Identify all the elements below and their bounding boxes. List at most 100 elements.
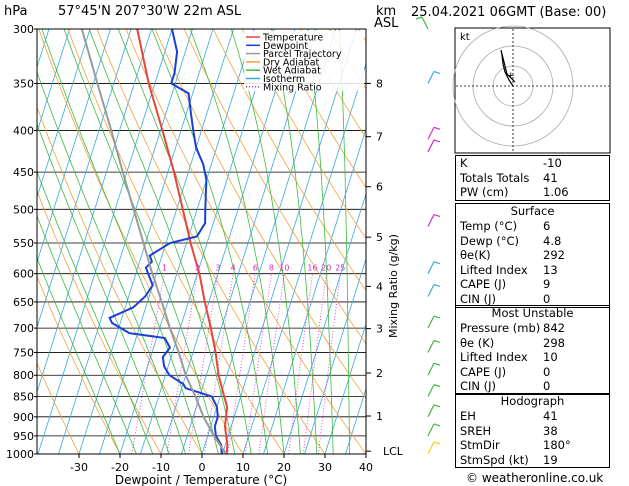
km-tick-label: 4 [376, 280, 383, 293]
isotherm-line [0, 29, 8, 454]
surface-row: Temp (°C) 6 [456, 219, 609, 234]
isotherm-line [283, 192, 366, 454]
hodograph-label: EH [460, 409, 476, 423]
mixing-ratio-line [131, 273, 165, 454]
hodograph-label: StmDir [460, 438, 500, 453]
wind-barb [427, 362, 435, 376]
mixing-ratio-value-label: 1 [162, 264, 167, 273]
index-value: 1.06 [543, 185, 569, 200]
km-tick-label: 6 [376, 181, 383, 194]
wind-barb [427, 126, 435, 140]
isotherm-line [99, 29, 234, 454]
surface-label: CIN (J) [460, 291, 497, 306]
wind-barb-flag [433, 126, 441, 130]
isotherm-line [37, 29, 132, 329]
isotherm-line [222, 29, 357, 454]
wind-barb [427, 284, 435, 297]
surface-label: Temp (°C) [460, 219, 518, 233]
index-label: K [460, 156, 468, 170]
surface-value: 4.8 [543, 233, 562, 248]
most-unstable-title: Most Unstable [491, 306, 574, 320]
legend-label: Dewpoint [263, 41, 308, 52]
surface-value: 9 [543, 277, 551, 292]
dry-adiabat-line [37, 362, 80, 454]
most-unstable-label: Pressure (mb) [460, 321, 541, 335]
wet-adiabat-line [271, 29, 318, 454]
mixing-ratio-line [166, 273, 198, 454]
wind-barb-flag [433, 441, 441, 445]
index-label: Totals Totals [460, 170, 530, 185]
index-row: K -10 [456, 156, 609, 171]
most-unstable-row: Lifted Index 10 [456, 350, 609, 365]
surface-label: Dewp (°C) [460, 233, 520, 248]
wind-barb-flag [433, 283, 441, 288]
wet-adiabat-line [63, 29, 219, 454]
surface-label: CAPE (J) [460, 277, 507, 292]
isotherm-line [37, 29, 70, 134]
wind-barb-flag [433, 315, 441, 319]
km-unit: km [376, 4, 397, 19]
most-unstable-value: 298 [543, 335, 565, 350]
legend-label: Temperature [262, 33, 323, 44]
surface-label: θe(K) [460, 248, 491, 263]
wet-adiabat-line [37, 70, 186, 454]
pressure-tick-label: 900 [13, 411, 34, 424]
surface-value: 13 [543, 262, 558, 277]
mixing-ratio-value-label: 10 [279, 264, 289, 273]
wind-barb-flag [433, 139, 441, 143]
km-tick-label: 7 [376, 131, 383, 144]
dry-adiabat-line [212, 29, 366, 292]
isotherm-line [304, 257, 366, 454]
hodograph-value: 38 [543, 423, 558, 438]
wind-barb-flag [433, 70, 441, 74]
surface-value: 6 [543, 219, 551, 233]
hodograph-unit-label: kt [460, 32, 470, 43]
isotherm-line [242, 62, 366, 454]
credit-text: © weatheronline.co.uk [466, 471, 604, 485]
dry-adiabat-line [96, 29, 326, 454]
hodograph-label: StmSpd (kt) [460, 452, 529, 467]
wind-barb [427, 423, 435, 437]
wind-barb-flag [433, 423, 441, 427]
wet-adiabat-line [307, 29, 334, 454]
hodograph-row: StmSpd (kt) 19 [456, 453, 609, 468]
isotherm-line [140, 29, 275, 454]
most-unstable-value: 0 [543, 379, 551, 394]
mixing-ratio-value-label: 8 [269, 264, 274, 273]
mixing-ratio-line [303, 273, 327, 454]
wind-barb-flag [433, 261, 441, 265]
wet-adiabat-line [189, 29, 285, 454]
wet-adiabat-line [37, 214, 137, 454]
dry-adiabat-line [37, 190, 162, 454]
wet-adiabat-line [339, 29, 351, 454]
pressure-tick-label: 450 [13, 166, 34, 179]
wet-adiabat-line [37, 122, 170, 454]
km-tick-label: 3 [376, 323, 383, 336]
wind-barb [427, 214, 435, 227]
legend-box [244, 31, 364, 91]
most-unstable-row: θe (K) 298 [456, 336, 609, 351]
km-tick-label: LCL [383, 445, 404, 458]
wind-barb [427, 139, 435, 153]
pressure-tick-label: 600 [13, 268, 34, 281]
hodograph-row: StmDir 180° [456, 438, 609, 453]
isotherm-line [37, 29, 152, 394]
wind-barb [427, 340, 435, 353]
isotherm-line [324, 322, 366, 454]
dry-adiabat-line [37, 106, 203, 454]
dewpoint-line [108, 29, 223, 454]
wind-barb-flag [433, 213, 441, 218]
wet-adiabat-line [41, 29, 203, 454]
x-tick-label: -30 [70, 461, 88, 474]
mixing-ratio-value-label: 6 [253, 264, 258, 273]
mixing-ratio-value-label: 25 [335, 264, 345, 273]
km-tick-label: 8 [376, 77, 383, 90]
mixing-ratio-line [258, 273, 285, 454]
most-unstable-label: CIN (J) [460, 379, 497, 394]
index-value: 41 [543, 170, 558, 185]
axes: 3003504004505005506006507007508008509009… [6, 23, 404, 486]
hodograph-value: 41 [543, 409, 558, 423]
x-tick-label: -20 [111, 461, 129, 474]
wind-barb-flag [433, 404, 441, 408]
